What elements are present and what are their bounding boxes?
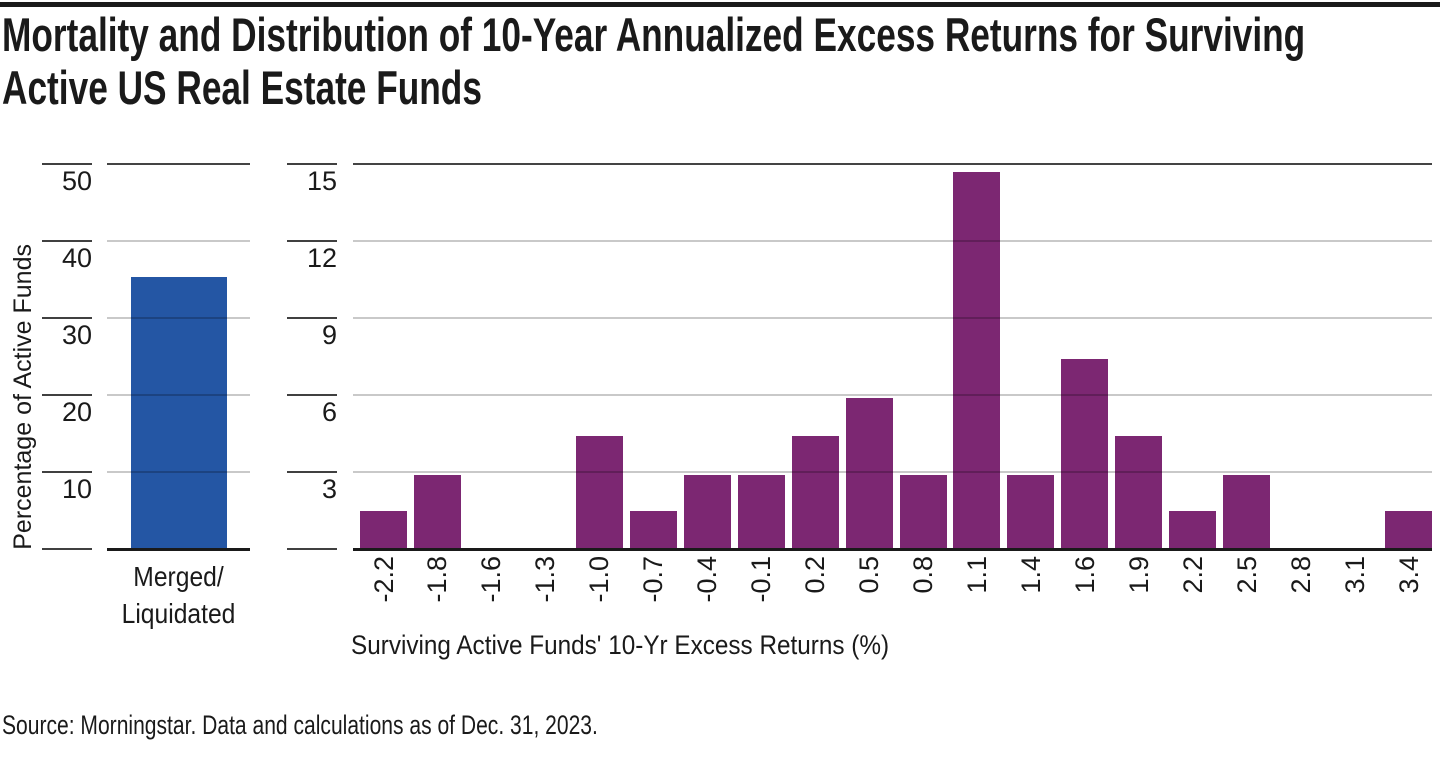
- gridline: [353, 317, 1432, 319]
- x-tick-label: 0.5: [854, 556, 885, 594]
- distribution-histogram-bar: [737, 474, 785, 549]
- x-tick-label: 1.9: [1123, 556, 1154, 594]
- x-tick-label: 3.1: [1339, 556, 1370, 594]
- mortality-category-line-1: Merged/: [133, 561, 224, 592]
- x-tick-label: 1.4: [1015, 556, 1046, 594]
- y-tick-label: 10: [61, 474, 92, 504]
- x-tick-label: 1.6: [1069, 556, 1100, 594]
- axis-tick: [287, 163, 337, 165]
- y-tick-label: 12: [306, 243, 337, 273]
- distribution-histogram-bar: [1007, 474, 1055, 549]
- x-tick-label: -0.1: [746, 556, 777, 603]
- x-axis-baseline: [107, 548, 250, 551]
- distribution-histogram-bar: [899, 474, 947, 549]
- distribution-histogram-bar: [791, 436, 839, 549]
- distribution-histogram-bar: [413, 474, 461, 549]
- gridline: [107, 240, 250, 242]
- axis-tick: [42, 163, 92, 165]
- x-tick-label: -1.8: [422, 556, 453, 603]
- x-tick-label: 0.8: [908, 556, 938, 594]
- mortality-category-line-2: Liquidated: [121, 598, 236, 629]
- page-title: Mortality and Distribution of 10-Year An…: [2, 8, 1440, 114]
- distribution-histogram-bar: [1169, 510, 1217, 549]
- distribution-histogram-bar: [953, 171, 1001, 549]
- gridline: [107, 471, 250, 473]
- y-tick-label: 15: [306, 166, 337, 196]
- x-axis-label-text: Surviving Active Funds' 10-Yr Excess Ret…: [351, 630, 890, 660]
- axis-tick: [42, 471, 92, 473]
- x-tick-label: -1.0: [584, 556, 615, 603]
- y-tick-label: 30: [61, 320, 92, 350]
- x-tick-label: -0.7: [638, 556, 669, 603]
- mortality-category-label: Merged/ Liquidated: [107, 558, 250, 632]
- y-tick-label: 9: [321, 320, 337, 350]
- distribution-histogram-bar: [683, 474, 731, 549]
- gridline: [353, 394, 1432, 396]
- distribution-histogram-bar: [1115, 436, 1163, 549]
- axis-tick: [287, 471, 337, 473]
- axis-tick: [42, 394, 92, 396]
- x-axis-baseline: [353, 548, 1432, 551]
- x-tick-label: -0.4: [692, 556, 723, 603]
- y-tick-label: 3: [321, 474, 337, 504]
- distribution-histogram-bar: [360, 510, 407, 549]
- distribution-histogram-bar: [1223, 474, 1271, 549]
- distribution-histogram-bar: [1061, 359, 1109, 549]
- gridline: [353, 240, 1432, 242]
- x-tick-label: 2.8: [1285, 556, 1316, 594]
- axis-tick: [42, 317, 92, 319]
- x-tick-label: 1.1: [961, 556, 992, 594]
- plot-top-rule: [107, 163, 250, 165]
- axis-tick: [287, 317, 337, 319]
- axis-tick: [287, 240, 337, 242]
- axis-tick: [42, 548, 92, 550]
- gridline: [107, 394, 250, 396]
- axis-tick: [287, 394, 337, 396]
- x-tick-label: -1.6: [476, 556, 507, 603]
- distribution-histogram-bar: [1385, 510, 1433, 549]
- x-tick-label: 2.5: [1231, 556, 1262, 594]
- gridline: [107, 317, 250, 319]
- y-tick-label: 20: [61, 397, 92, 427]
- y-tick-label: 50: [61, 166, 92, 196]
- mortality-bar: [130, 277, 227, 549]
- x-tick-label: -1.3: [530, 556, 561, 603]
- gridline: [353, 471, 1432, 473]
- x-axis-label: Surviving Active Funds' 10-Yr Excess Ret…: [351, 632, 949, 659]
- axis-tick: [42, 240, 92, 242]
- source-note-text: Source: Morningstar. Data and calculatio…: [2, 710, 598, 740]
- title-line-2: Active US Real Estate Funds: [2, 61, 482, 114]
- x-tick-label: 0.2: [800, 556, 831, 594]
- y-tick-label: 40: [61, 243, 92, 273]
- x-tick-label: 2.2: [1177, 556, 1208, 594]
- plot-top-rule: [353, 163, 1432, 165]
- x-tick-label: 3.4: [1393, 556, 1424, 594]
- source-note: Source: Morningstar. Data and calculatio…: [2, 712, 766, 739]
- axis-tick: [287, 548, 337, 550]
- x-tick-label: -2.2: [368, 556, 399, 603]
- distribution-histogram-bar: [575, 436, 623, 549]
- distribution-histogram-bar: [629, 510, 677, 549]
- top-rule: [0, 2, 1440, 7]
- y-tick-label: 6: [321, 397, 337, 427]
- distribution-histogram-bar: [845, 397, 893, 549]
